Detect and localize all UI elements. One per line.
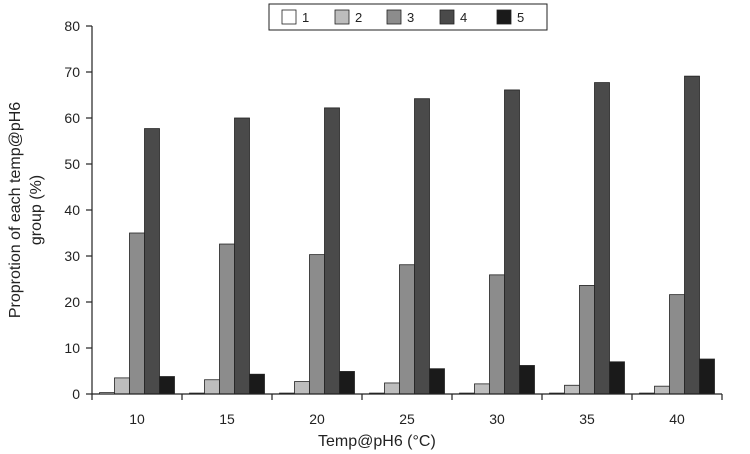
y-axis-title-line-1: Proprotion of each temp@pH6: [7, 102, 24, 318]
bar-series-2-10: [114, 377, 130, 395]
x-tick-label: 40: [669, 411, 685, 427]
y-tick-label: 60: [64, 110, 80, 126]
legend-swatch-3: [386, 9, 402, 25]
legend-swatch-4: [439, 9, 455, 25]
bar-series-3-40: [669, 294, 685, 395]
bar-series-2-35: [564, 384, 580, 395]
bar-series-3-15: [219, 243, 235, 395]
legend-label-3: 3: [407, 10, 414, 25]
y-tick-label: 70: [64, 64, 80, 80]
bar-series-2-30: [474, 383, 490, 395]
bar-series-5-20: [339, 371, 355, 395]
y-tick-label: 0: [72, 386, 80, 402]
legend-label-4: 4: [460, 10, 467, 25]
x-tick-label: 20: [309, 411, 325, 427]
bar-series-5-15: [249, 373, 265, 395]
bar-series-2-20: [294, 381, 310, 395]
x-axis-title: Temp@pH6 (°C): [318, 433, 436, 450]
y-tick-label: 20: [64, 294, 80, 310]
y-axis-ticks: 0 10 20 30 40 50 60 70 80: [64, 18, 92, 402]
x-axis-ticks: 10 15 20 25 30 35 40: [91, 394, 723, 427]
y-tick-label: 40: [64, 202, 80, 218]
bar-series-5-35: [609, 361, 625, 395]
y-tick-label: 50: [64, 156, 80, 172]
bar-series-4-15: [234, 117, 250, 395]
bar-series-3-30: [489, 274, 505, 395]
y-axis-title-line-2: group (%): [28, 175, 45, 245]
bar-series-3-10: [129, 232, 145, 395]
bar-series-3-35: [579, 285, 595, 395]
x-tick-label: 25: [399, 411, 415, 427]
bars: [99, 75, 715, 395]
legend: 1 2 3 4 5: [268, 3, 548, 31]
y-tick-label: 80: [64, 18, 80, 34]
bar-series-4-20: [324, 107, 340, 395]
legend-label-2: 2: [355, 10, 362, 25]
bar-series-2-15: [204, 379, 220, 395]
bar-series-4-40: [684, 75, 700, 395]
x-tick-label: 15: [219, 411, 235, 427]
y-tick-label: 30: [64, 248, 80, 264]
bar-series-3-20: [309, 254, 325, 395]
bar-series-5-10: [159, 376, 175, 395]
y-tick-label: 10: [64, 340, 80, 356]
bar-series-5-30: [519, 365, 535, 395]
legend-label-1: 1: [302, 10, 309, 25]
bar-series-5-25: [429, 368, 445, 395]
bar-series-2-40: [654, 385, 670, 395]
legend-swatch-2: [334, 9, 350, 25]
bar-series-5-40: [699, 358, 715, 395]
x-tick-label: 35: [579, 411, 595, 427]
legend-label-5: 5: [517, 10, 524, 25]
bar-series-4-30: [504, 89, 520, 395]
x-tick-label: 10: [129, 411, 145, 427]
legend-swatch-1: [281, 9, 297, 25]
bar-series-3-25: [399, 264, 415, 395]
x-tick-label: 30: [489, 411, 505, 427]
bar-series-2-25: [384, 382, 400, 395]
bar-series-4-35: [594, 82, 610, 395]
bar-series-4-25: [414, 98, 430, 395]
bar-series-4-10: [144, 128, 160, 395]
legend-swatch-5: [496, 9, 512, 25]
